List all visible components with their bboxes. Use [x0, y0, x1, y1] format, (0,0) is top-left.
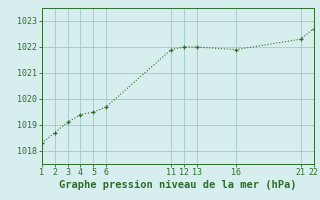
- X-axis label: Graphe pression niveau de la mer (hPa): Graphe pression niveau de la mer (hPa): [59, 180, 296, 190]
